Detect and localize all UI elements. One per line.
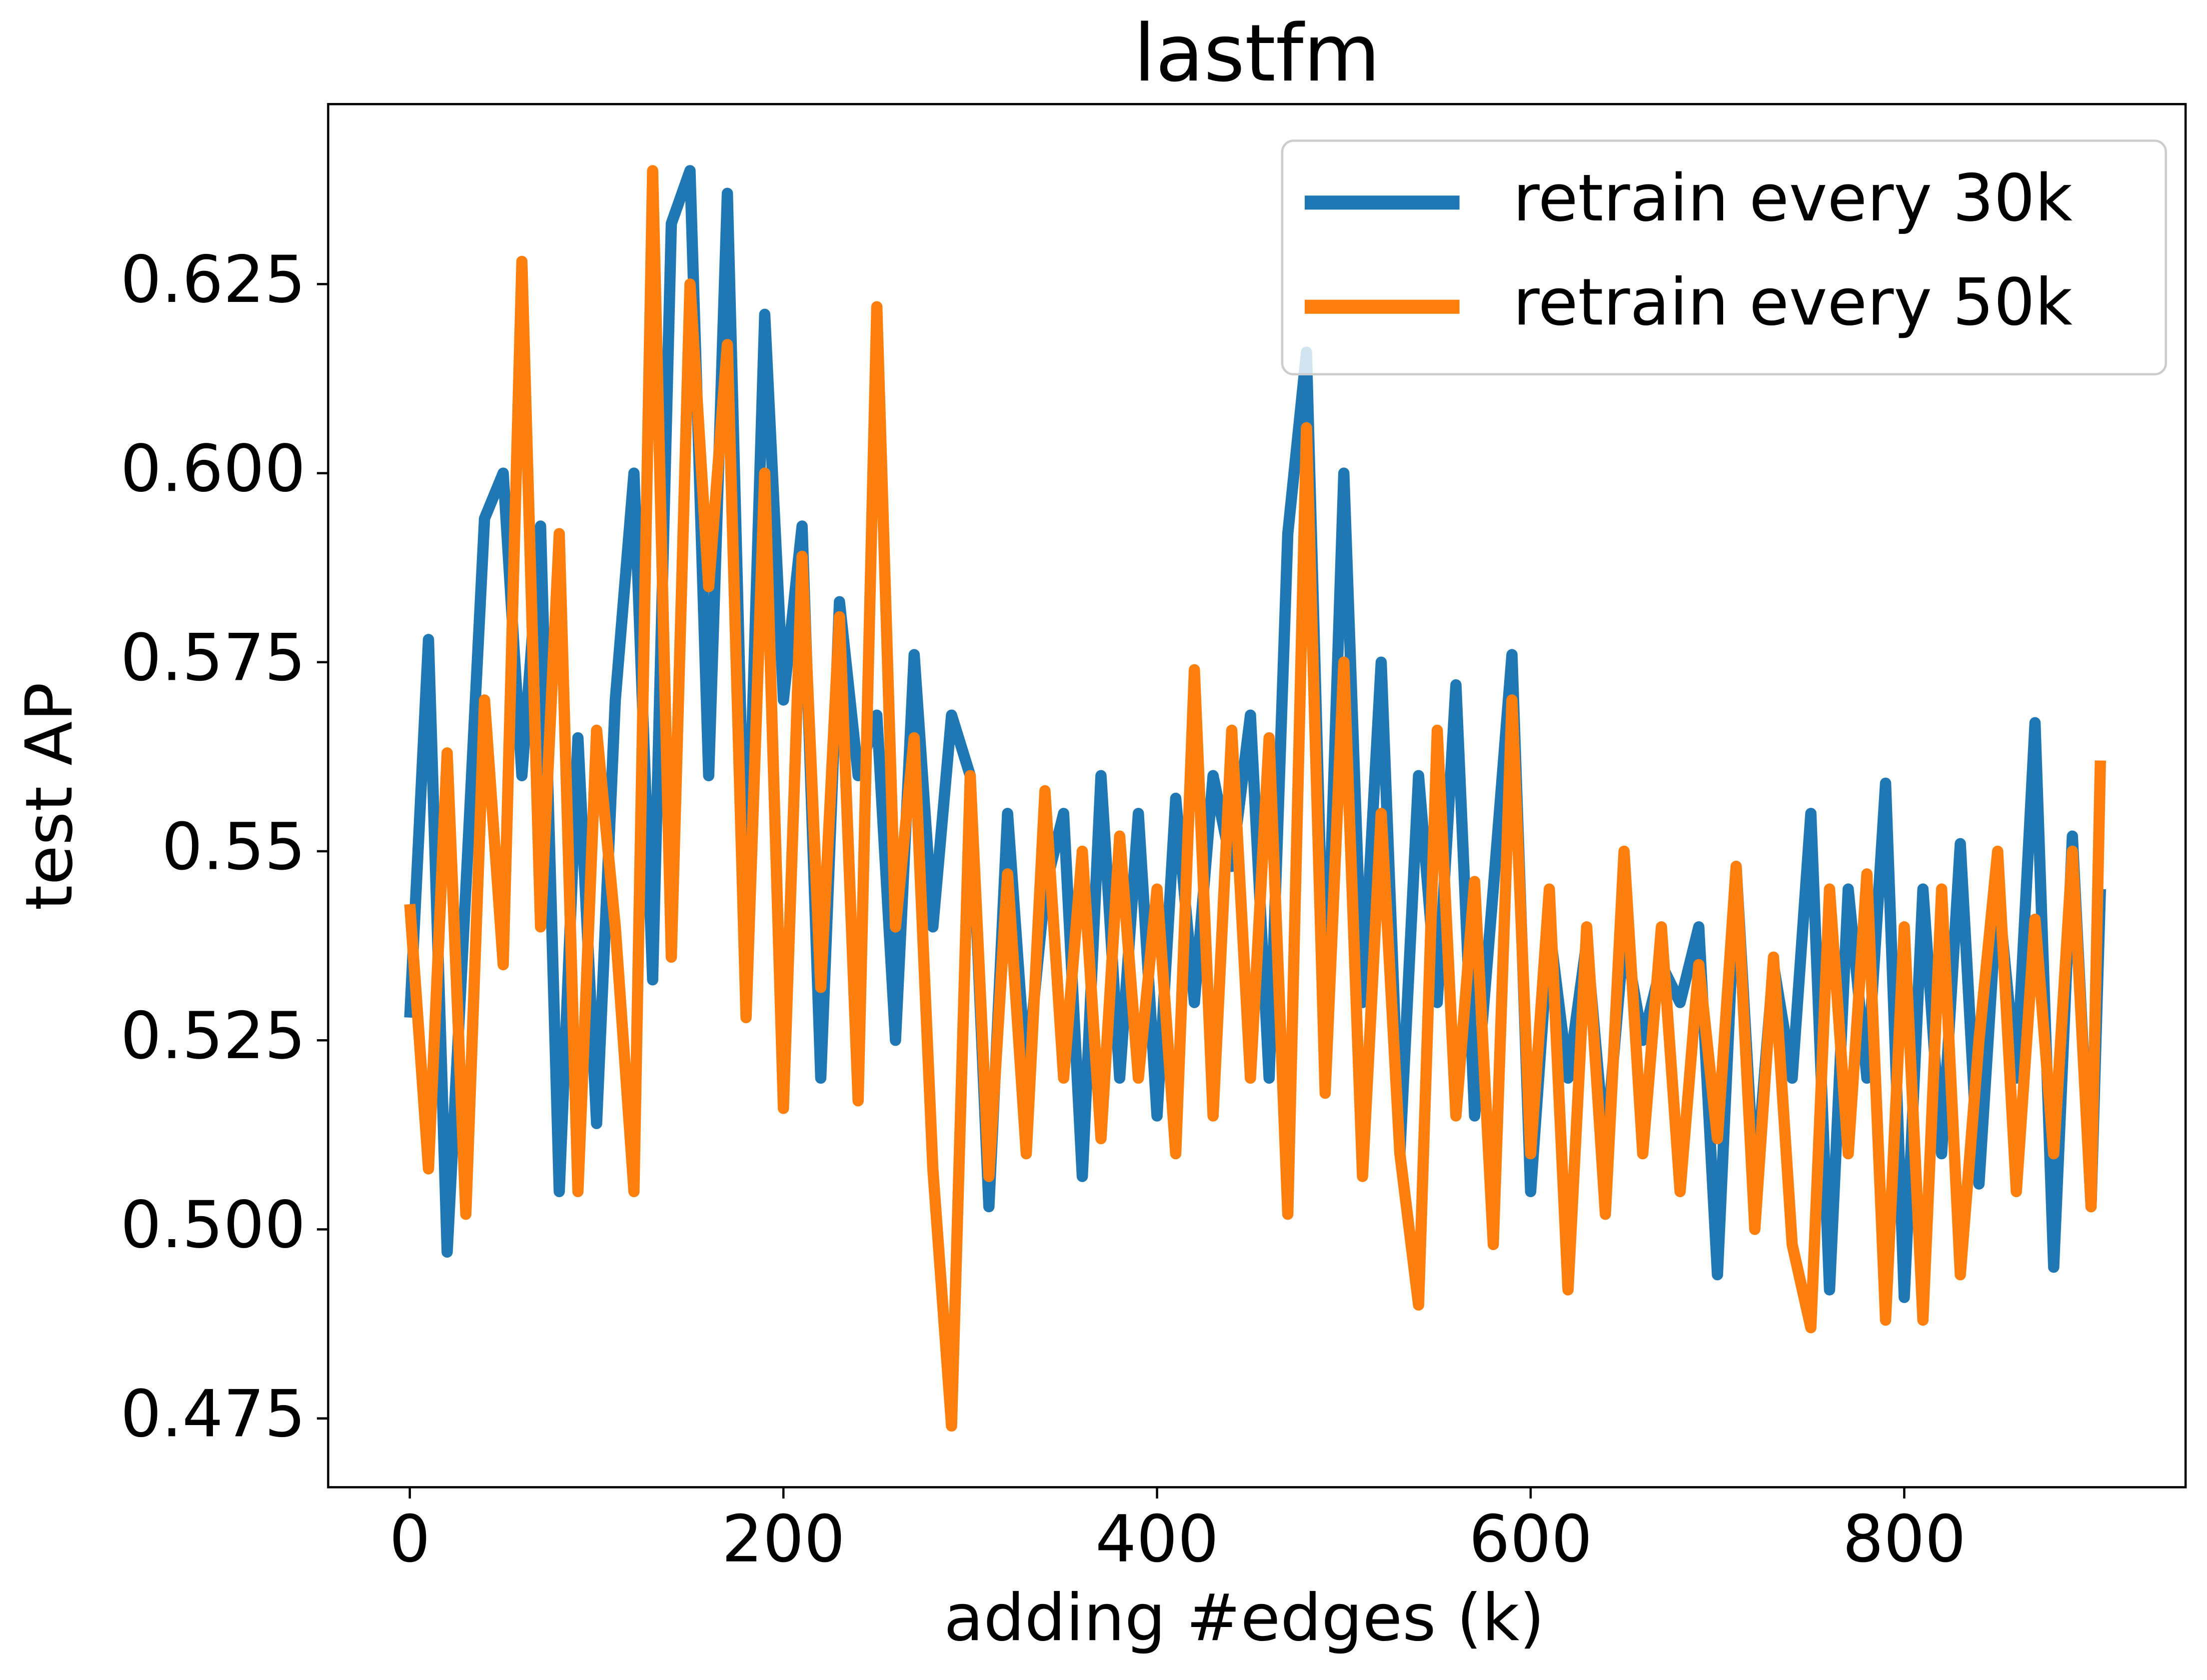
y-tick-label: 0.525: [120, 998, 306, 1074]
y-axis-label: test AP: [11, 682, 87, 910]
y-tick-label: 0.55: [161, 809, 305, 885]
y-tick-label: 0.600: [120, 431, 306, 506]
x-tick-label: 800: [1843, 1502, 1966, 1577]
data-line: [404, 165, 2107, 1432]
plot-frame: [327, 103, 2187, 1489]
x-axis-label: adding #edges (k): [944, 1580, 1545, 1656]
legend-label: retrain every 50k: [1513, 264, 2073, 340]
chart-title: lastfm: [1134, 8, 1380, 99]
x-tick-label: 200: [722, 1502, 845, 1577]
y-tick-label: 0.575: [120, 620, 306, 695]
legend-label: retrain every 30k: [1513, 160, 2073, 236]
legend: retrain every 30k retrain every 50k: [1281, 139, 2168, 376]
legend-box: [1281, 139, 2168, 376]
y-tick-label: 0.500: [120, 1187, 306, 1263]
y-tick-label: 0.625: [120, 242, 306, 317]
y-tick-label: 0.475: [120, 1376, 306, 1452]
x-tick-label: 0: [389, 1502, 430, 1577]
x-tick-label: 400: [1095, 1502, 1219, 1577]
x-tick-label: 600: [1469, 1502, 1592, 1577]
